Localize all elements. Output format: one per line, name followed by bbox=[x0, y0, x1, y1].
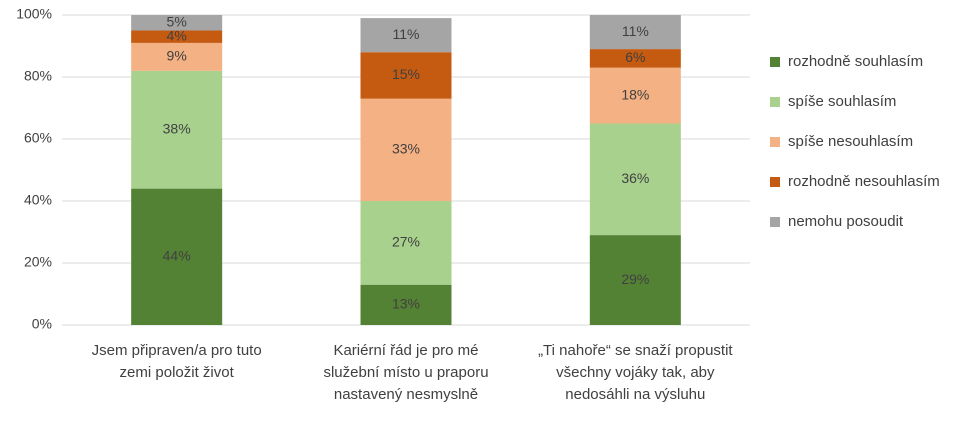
bar-segment bbox=[131, 188, 223, 325]
data-label: 27% bbox=[392, 234, 420, 250]
data-label: 18% bbox=[621, 86, 649, 102]
bar-segment bbox=[131, 15, 223, 31]
data-label: 44% bbox=[163, 248, 191, 264]
legend-label: rozhodně souhlasím bbox=[788, 53, 923, 70]
data-label: 11% bbox=[622, 23, 649, 39]
legend-label: rozhodně nesouhlasím bbox=[788, 173, 940, 190]
data-label: 9% bbox=[167, 48, 187, 64]
data-label: 13% bbox=[392, 296, 420, 312]
legend-swatch bbox=[770, 97, 780, 107]
legend-label: spíše souhlasím bbox=[788, 93, 896, 110]
y-tick-label: 60% bbox=[24, 130, 52, 146]
y-tick-label: 100% bbox=[16, 6, 52, 22]
bar-segment bbox=[131, 70, 223, 189]
data-label: 36% bbox=[621, 170, 649, 186]
y-tick-label: 40% bbox=[24, 192, 52, 208]
bar-segment bbox=[360, 98, 452, 201]
legend-swatch bbox=[770, 137, 780, 147]
data-label: 33% bbox=[392, 141, 420, 157]
bar-segment bbox=[589, 67, 681, 124]
data-label: 15% bbox=[392, 66, 420, 82]
x-tick-label: „Ti nahoře“ se snaží propustit všechny v… bbox=[538, 342, 733, 403]
bar-segment bbox=[589, 49, 681, 68]
bar-segment bbox=[589, 123, 681, 236]
bar-segment bbox=[360, 284, 452, 325]
bar-segment bbox=[589, 15, 681, 50]
data-label: 4% bbox=[167, 27, 187, 43]
y-tick-label: 0% bbox=[32, 316, 52, 332]
data-label: 6% bbox=[625, 49, 645, 65]
data-label: 11% bbox=[393, 26, 420, 42]
x-tick-label: Kariérní řád je pro mé služební místo u … bbox=[323, 342, 489, 403]
x-tick-label: Jsem připraven/a pro tuto zemi položit ž… bbox=[91, 342, 262, 381]
bar-segment bbox=[131, 30, 223, 43]
data-label: 5% bbox=[167, 13, 187, 29]
bar-segment bbox=[360, 201, 452, 285]
legend-swatch bbox=[770, 217, 780, 227]
bar-segment bbox=[360, 18, 452, 53]
data-label: 38% bbox=[163, 120, 191, 136]
y-tick-label: 80% bbox=[24, 68, 52, 84]
legend-label: spíše nesouhlasím bbox=[788, 133, 913, 150]
bar-segment bbox=[589, 235, 681, 325]
y-tick-label: 20% bbox=[24, 254, 52, 270]
bar-segment bbox=[360, 52, 452, 99]
legend-label: nemohu posoudit bbox=[788, 213, 904, 230]
legend-swatch bbox=[770, 177, 780, 187]
bar-segment bbox=[131, 42, 223, 71]
data-label: 29% bbox=[621, 271, 649, 287]
legend-swatch bbox=[770, 57, 780, 67]
